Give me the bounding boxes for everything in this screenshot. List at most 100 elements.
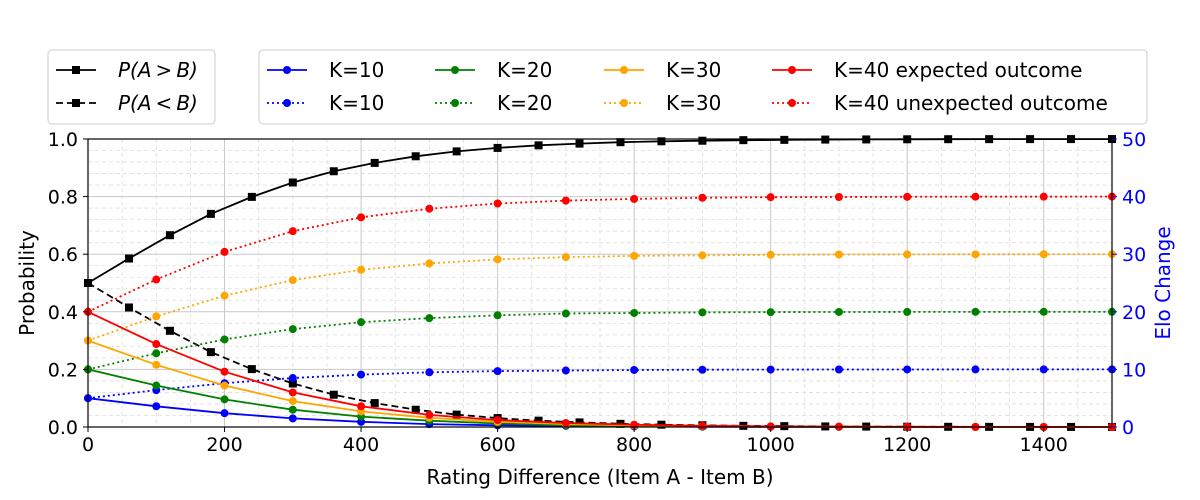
data-point [288,325,297,334]
y2-axis-ticks: 0 10 20 30 40 50 [1112,129,1146,439]
data-point [903,192,912,201]
data-point [630,308,639,317]
legend-marker [788,99,796,107]
data-point [698,421,707,430]
data-point [288,414,297,423]
legend-marker [451,99,459,107]
data-point [1039,192,1048,201]
legend-probability: P(A > B) P(A < B) [47,49,216,125]
data-point [971,250,980,259]
series-line-k-40-unexpected-outcome [87,195,1113,313]
data-point [220,395,229,404]
data-point [561,309,570,318]
legend-marker [788,66,796,74]
data-point [575,139,584,148]
legend-label: K=40 unexpected outcome [834,91,1108,115]
y-tick-label: 0.0 [48,417,78,439]
data-point [766,250,775,259]
data-point [357,318,366,327]
series-line-k-20 [87,310,1112,371]
data-point [288,178,297,187]
data-point [370,399,379,408]
legend-marker [72,99,80,107]
data-point [561,366,570,375]
data-point [834,307,843,316]
data-point [534,416,543,425]
data-point [357,213,366,222]
x-tick-label: 400 [343,434,379,456]
plot-frame [87,138,1113,428]
legend-label: K=20 [497,58,552,82]
y2-tick-label: 40 [1122,187,1146,209]
data-point [780,135,789,144]
data-point [165,231,174,240]
data-point [357,402,366,411]
legend-elo: K=10 K=10 K=20 K=20 K=30 K=30 K=40 expected ou… [258,49,1148,125]
data-point [561,253,570,262]
data-point [425,410,434,419]
data-point [698,251,707,260]
data-point [411,152,420,161]
legend-marker [620,66,628,74]
legend-label: K=30 [666,91,721,115]
data-point [834,193,843,202]
data-point [1039,365,1048,374]
data-point [534,141,543,150]
data-point [834,365,843,374]
minor-grid [88,139,1113,427]
y-tick-label: 0.4 [48,302,78,324]
data-point [971,365,980,374]
data-point [766,365,775,374]
data-point [561,196,570,205]
data-point [370,158,379,167]
data-point [152,360,161,369]
data-point [616,138,625,147]
y-tick-label: 0.6 [48,244,78,266]
y-tick-label: 0.2 [48,359,78,381]
data-point [152,381,161,390]
data-point [152,402,161,411]
data-point [698,308,707,317]
data-point [425,314,434,323]
x-tick-label: 600 [479,434,515,456]
legend-marker [283,99,291,107]
data-point [124,303,133,312]
data-point [411,405,420,414]
data-point [834,250,843,259]
x-axis-ticks: 0 200 400 600 800 1000 1200 1400 [82,427,1068,456]
x-tick-label: 0 [82,434,94,456]
y-axis-label: Probability [15,230,39,336]
data-point [152,340,161,349]
data-point [903,307,912,316]
data-point [1039,250,1048,259]
data-point [452,410,461,419]
data-point [152,349,161,358]
legend-marker [451,66,459,74]
y2-tick-label: 0 [1122,417,1134,439]
data-point [220,367,229,376]
data-point [152,312,161,321]
data-point [493,416,502,425]
data-point [630,365,639,374]
x-tick-label: 1400 [1020,434,1068,456]
data-point [657,137,666,146]
data-point [493,255,502,264]
data-point [288,397,297,406]
legend-label: K=10 [329,91,384,115]
data-point [425,204,434,213]
x-tick-label: 1000 [746,434,794,456]
data-point [329,390,338,399]
data-point [206,209,215,218]
legend-marker [72,66,80,74]
y-axis-ticks: 0.0 0.2 0.4 0.6 0.8 1.0 [48,129,88,439]
data-point [766,308,775,317]
data-point [903,250,912,259]
legend-label: P(A > B) [118,58,198,82]
y-tick-label: 1.0 [48,129,78,151]
data-point [630,194,639,203]
data-point [698,365,707,374]
y2-tick-label: 50 [1122,129,1146,151]
legend-marker [283,66,291,74]
legend-label: P(A < B) [118,91,198,115]
